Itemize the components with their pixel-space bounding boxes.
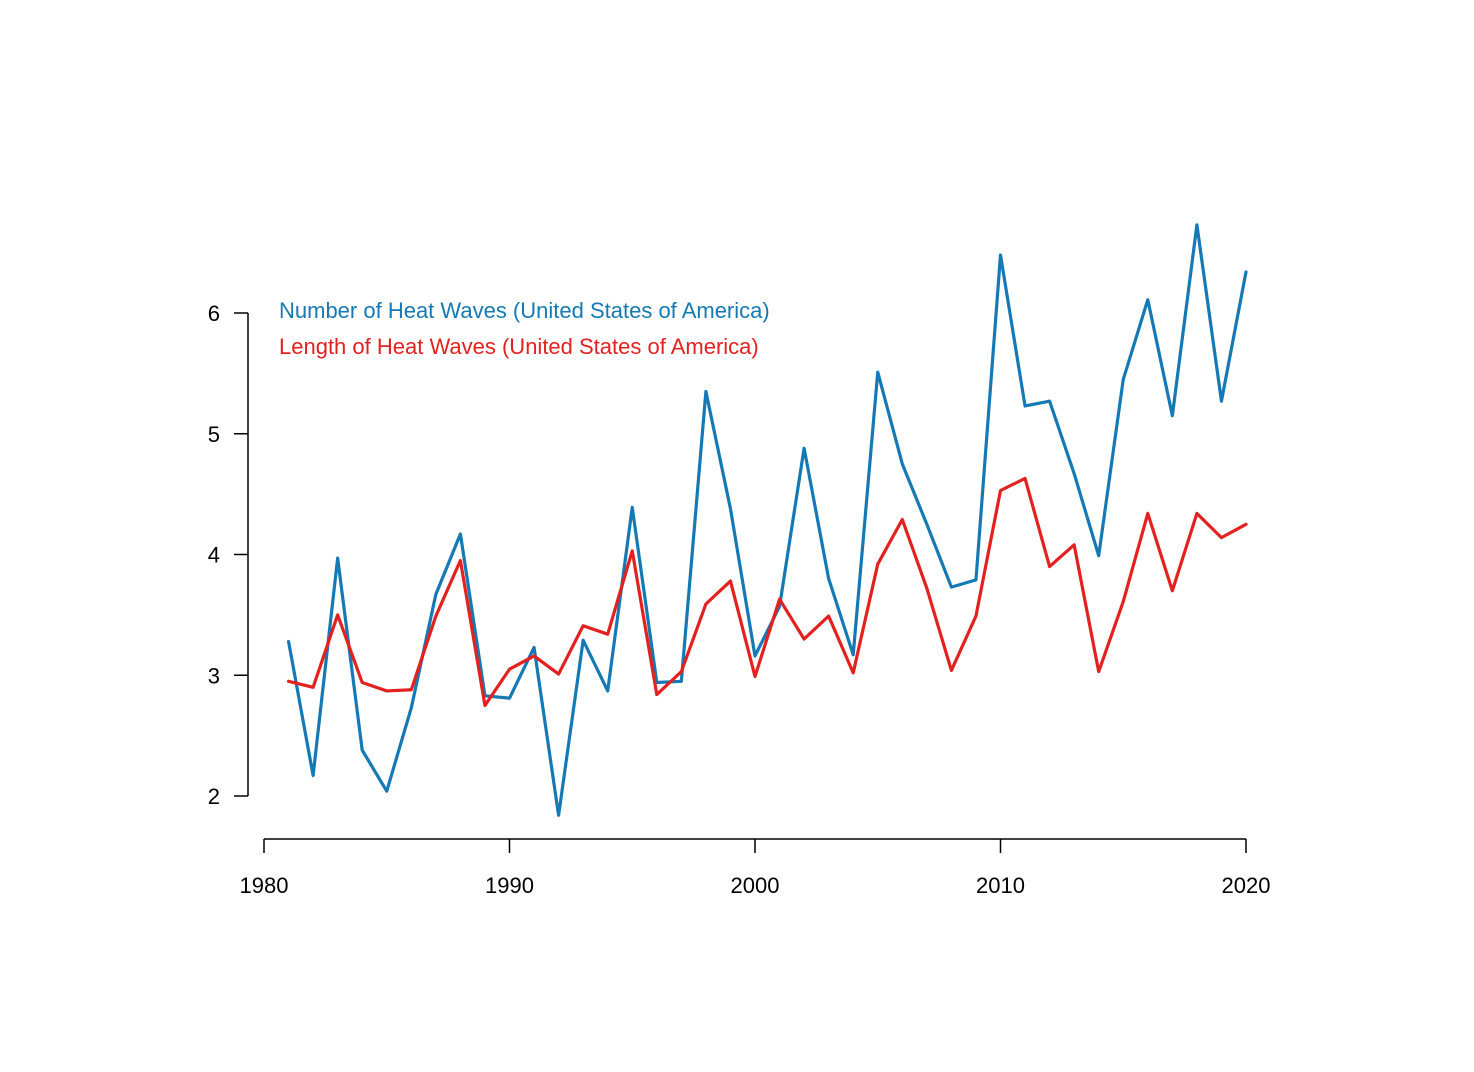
x-axis: 1980 1990 2000 2010 2020 [240, 838, 1271, 898]
y-tick-label-5: 5 [208, 422, 220, 447]
y-tick-label-6: 6 [208, 301, 220, 326]
x-tick-label-1990: 1990 [485, 873, 534, 898]
series-layer [286, 223, 1248, 817]
legend-entry-length-of-heat-waves: Length of Heat Waves (United States of A… [279, 334, 759, 359]
y-axis: 2 3 4 5 6 [208, 301, 249, 809]
legend: Number of Heat Waves (United States of A… [279, 298, 770, 359]
legend-entry-number-of-heat-waves: Number of Heat Waves (United States of A… [279, 298, 770, 323]
x-tick-label-2010: 2010 [976, 873, 1025, 898]
y-tick-label-4: 4 [208, 543, 220, 568]
x-tick-label-2000: 2000 [731, 873, 780, 898]
y-tick-label-3: 3 [208, 663, 220, 688]
x-tick-label-2020: 2020 [1222, 873, 1271, 898]
series-line-length-of-heat-waves [286, 476, 1248, 708]
y-tick-label-2: 2 [208, 784, 220, 809]
series-line-number-of-heat-waves [286, 223, 1248, 817]
x-tick-label-1980: 1980 [240, 873, 289, 898]
